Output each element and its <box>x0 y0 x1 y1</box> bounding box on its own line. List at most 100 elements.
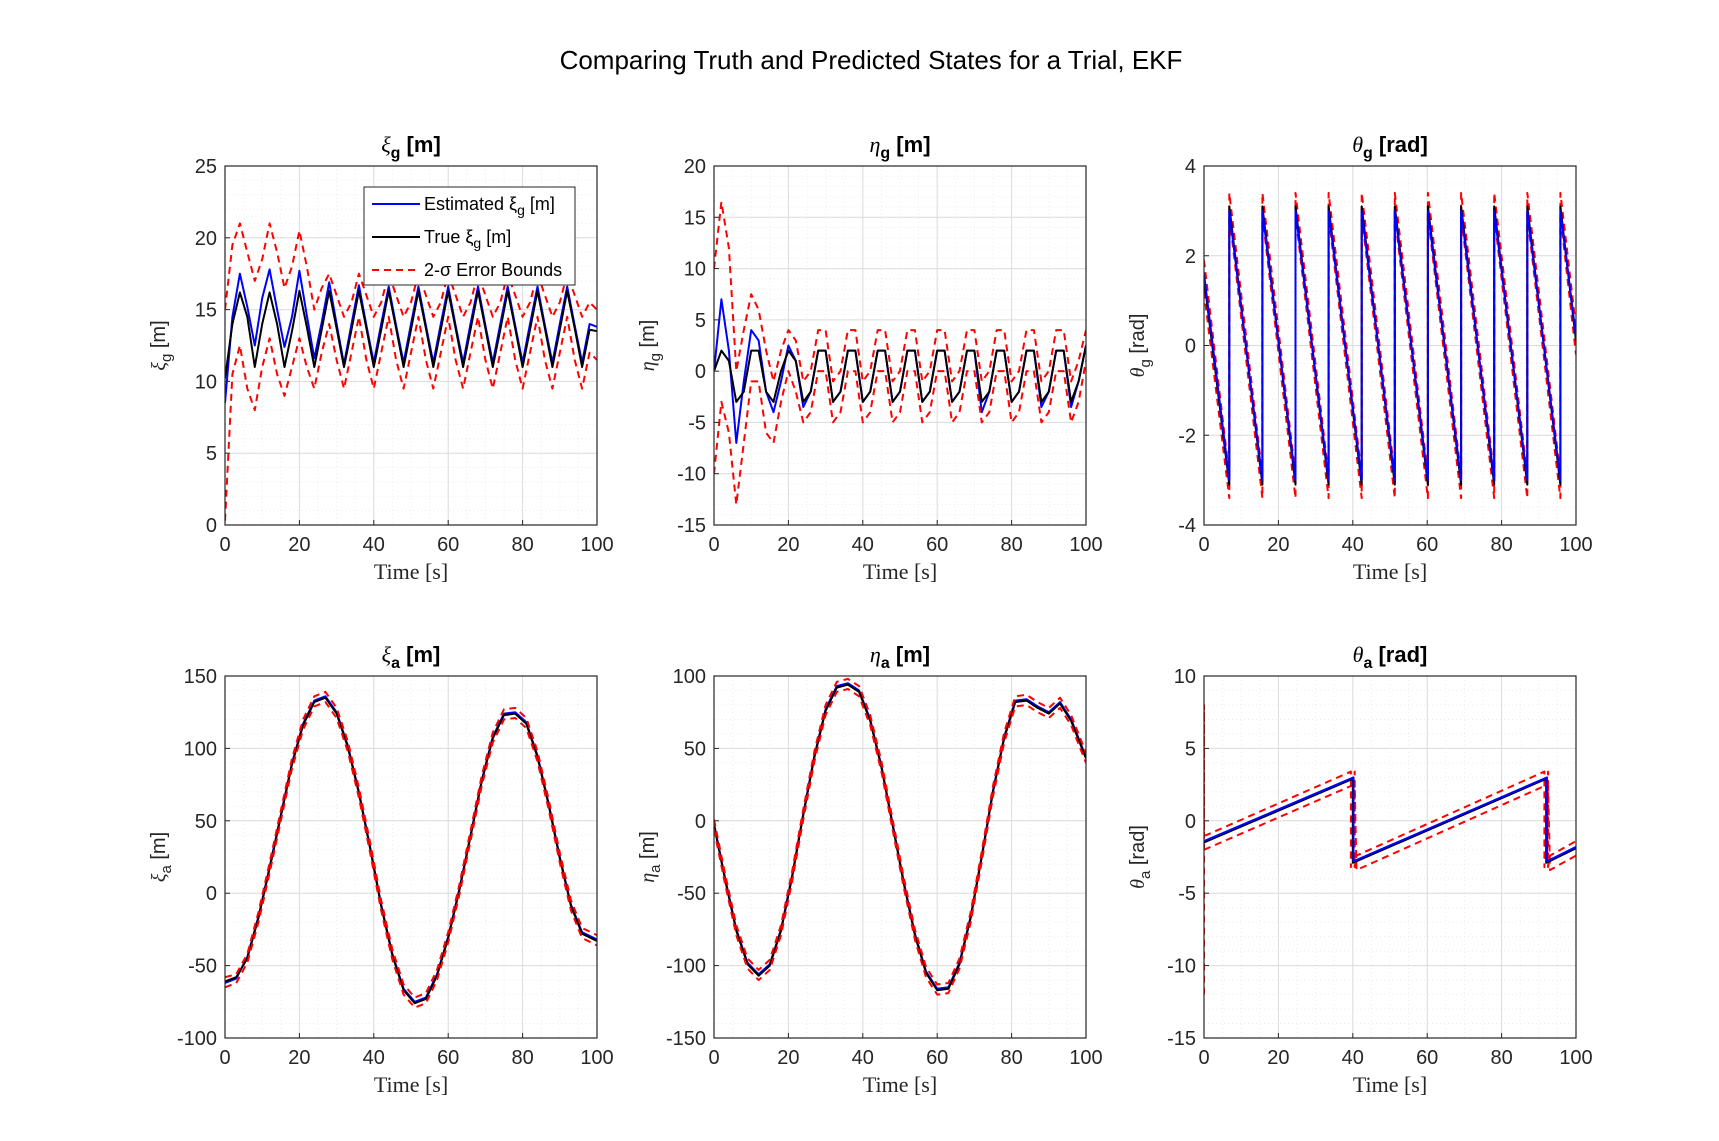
y-tick-label: -15 <box>1167 1028 1196 1050</box>
x-tick-label: 60 <box>1416 534 1438 556</box>
x-axis-label: Time [s] <box>1353 559 1427 584</box>
x-tick-label: 80 <box>511 1047 533 1069</box>
plot-area <box>714 166 1086 525</box>
y-tick-label: -4 <box>1178 515 1196 537</box>
y-tick-label: 10 <box>1174 666 1196 688</box>
x-tick-label: 80 <box>1490 534 1512 556</box>
x-tick-label: 40 <box>852 1047 874 1069</box>
y-axis-label: ξg [m] <box>148 320 175 370</box>
x-axis-label: Time [s] <box>374 1072 448 1097</box>
y-tick-label: -100 <box>177 1028 217 1050</box>
y-tick-label: 0 <box>695 811 706 833</box>
y-tick-label: -150 <box>666 1028 706 1050</box>
y-tick-label: 0 <box>206 515 217 537</box>
legend-label-truth: True ξg [m] <box>424 227 511 251</box>
x-axis-label: Time [s] <box>1353 1072 1427 1097</box>
y-tick-label: 15 <box>684 207 706 229</box>
y-tick-label: 50 <box>195 811 217 833</box>
x-axis-label: Time [s] <box>863 1072 937 1097</box>
y-tick-label: 0 <box>1185 336 1196 358</box>
y-tick-label: 20 <box>195 228 217 250</box>
x-tick-label: 100 <box>1069 1047 1102 1069</box>
x-tick-label: 40 <box>1342 534 1364 556</box>
y-tick-label: -2 <box>1178 425 1196 447</box>
series-line-truth <box>714 345 1086 403</box>
y-axis-label: ξa [m] <box>148 832 175 882</box>
x-tick-label: 0 <box>1198 534 1209 556</box>
panel-title: ξg [m] <box>381 132 441 162</box>
y-tick-label: -100 <box>666 956 706 978</box>
legend: Estimated ξg [m] True ξg [m] 2-σ Error Bou… <box>363 186 576 286</box>
x-tick-label: 60 <box>926 534 948 556</box>
y-axis-label: θg [rad] <box>1127 314 1154 378</box>
x-tick-label: 100 <box>580 534 613 556</box>
x-tick-label: 60 <box>437 534 459 556</box>
series-line-truth <box>225 696 597 1005</box>
legend-label-bounds: 2-σ Error Bounds <box>424 260 562 280</box>
y-tick-label: -10 <box>1167 956 1196 978</box>
x-tick-label: 80 <box>1490 1047 1512 1069</box>
y-tick-label: 10 <box>684 259 706 281</box>
x-tick-label: 40 <box>363 534 385 556</box>
series-line-bounds <box>225 315 597 521</box>
x-tick-label: 0 <box>708 1047 719 1069</box>
x-tick-label: 20 <box>288 534 310 556</box>
x-tick-label: 20 <box>1267 1047 1289 1069</box>
y-tick-label: -50 <box>188 956 217 978</box>
y-tick-label: 100 <box>184 738 217 760</box>
x-tick-label: 20 <box>288 1047 310 1069</box>
legend-label-estimate: Estimated ξg [m] <box>424 194 555 218</box>
y-axis-label: ηa [m] <box>637 831 664 883</box>
x-tick-label: 60 <box>437 1047 459 1069</box>
y-tick-label: 150 <box>184 666 217 688</box>
y-tick-label: 5 <box>206 443 217 465</box>
axes-box <box>224 165 598 526</box>
y-tick-label: -10 <box>677 464 706 486</box>
series-line-estimate <box>1204 209 1576 482</box>
panel-title: ξa [m] <box>382 642 441 672</box>
y-tick-label: -15 <box>677 515 706 537</box>
y-tick-label: 2 <box>1185 246 1196 268</box>
x-tick-label: 0 <box>708 534 719 556</box>
y-tick-label: 15 <box>195 300 217 322</box>
x-tick-label: 80 <box>1000 534 1022 556</box>
panel-title: ηg [m] <box>869 132 930 162</box>
series-line-bounds <box>225 690 597 999</box>
y-tick-label: 20 <box>684 156 706 178</box>
panel-title: ηa [m] <box>870 642 930 672</box>
x-tick-label: 100 <box>580 1047 613 1069</box>
series-line-bounds <box>714 360 1086 506</box>
series-line-bounds <box>1204 704 1576 995</box>
y-tick-label: 0 <box>695 361 706 383</box>
y-axis-label: θa [rad] <box>1127 825 1154 889</box>
x-tick-label: 60 <box>1416 1047 1438 1069</box>
axes-box <box>713 675 1087 1039</box>
x-tick-label: 20 <box>1267 534 1289 556</box>
axes-box <box>1203 675 1577 1039</box>
x-tick-label: 0 <box>219 534 230 556</box>
x-tick-label: 100 <box>1069 534 1102 556</box>
x-tick-label: 0 <box>1198 1047 1209 1069</box>
series-line-bounds <box>1204 785 1576 871</box>
x-tick-label: 20 <box>777 1047 799 1069</box>
x-tick-label: 60 <box>926 1047 948 1069</box>
axes-box <box>224 675 598 1039</box>
y-tick-label: 100 <box>673 666 706 688</box>
panel-2: 0 20 40 60 80 100 -15 -10 -5 0 5 10 15 20 ηg [m] Time [… <box>637 132 1103 584</box>
panel-title: θg [rad] <box>1352 132 1428 162</box>
x-axis-label: Time [s] <box>374 559 448 584</box>
y-tick-label: 0 <box>206 883 217 905</box>
y-tick-label: 10 <box>195 371 217 393</box>
x-tick-label: 20 <box>777 534 799 556</box>
y-axis-label: ηg [m] <box>637 320 664 372</box>
x-tick-label: 80 <box>511 534 533 556</box>
x-tick-label: 40 <box>852 534 874 556</box>
axes-box <box>713 165 1087 526</box>
panel-title: θa [rad] <box>1353 642 1428 672</box>
x-tick-label: 100 <box>1559 534 1592 556</box>
x-axis-label: Time [s] <box>863 559 937 584</box>
panel-3: 0 20 40 60 80 100 -4 -2 0 2 4 θg [rad] Time [s] θg [r… <box>1127 132 1593 584</box>
series-line-bounds <box>714 677 1086 986</box>
y-tick-label: 4 <box>1185 156 1196 178</box>
